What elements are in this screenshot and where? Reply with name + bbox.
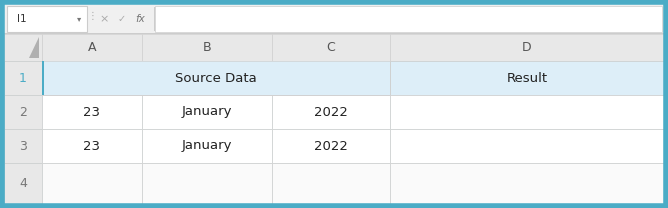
Bar	[272, 95, 390, 129]
Bar	[42, 34, 142, 61]
Text: 3: 3	[19, 140, 27, 152]
Bar	[272, 163, 390, 204]
Bar	[4, 4, 664, 34]
Bar	[42, 61, 142, 95]
Text: Result: Result	[506, 72, 548, 84]
Text: ⋮: ⋮	[87, 11, 97, 21]
Text: fx: fx	[135, 14, 145, 24]
Bar	[142, 34, 272, 61]
Bar	[42, 95, 142, 129]
Bar	[390, 163, 664, 204]
Text: ▾: ▾	[77, 15, 81, 24]
Bar	[4, 33, 664, 34]
Text: 4: 4	[19, 177, 27, 190]
Bar	[42, 129, 142, 163]
Text: 2: 2	[19, 105, 27, 119]
Text: 23: 23	[84, 140, 100, 152]
Text: D: D	[522, 41, 532, 54]
Bar	[7, 6, 87, 32]
Bar	[42, 61, 390, 95]
Bar	[390, 34, 664, 61]
Bar	[272, 61, 390, 95]
Bar	[390, 129, 664, 163]
Bar	[4, 61, 42, 95]
Bar	[142, 95, 272, 129]
Bar	[4, 129, 42, 163]
Text: A: A	[88, 41, 96, 54]
Bar	[154, 7, 155, 31]
Text: B: B	[202, 41, 211, 54]
Bar	[390, 61, 664, 95]
Bar	[42, 61, 390, 95]
Text: ✓: ✓	[118, 14, 126, 24]
Text: I1: I1	[17, 14, 27, 24]
Bar	[155, 6, 662, 32]
Bar	[272, 34, 390, 61]
Bar	[142, 61, 272, 95]
Text: January: January	[182, 140, 232, 152]
Bar	[142, 163, 272, 204]
Bar	[4, 163, 42, 204]
Text: January: January	[182, 105, 232, 119]
Text: 23: 23	[84, 105, 100, 119]
Bar	[390, 95, 664, 129]
Polygon shape	[29, 37, 39, 58]
Text: 2022: 2022	[314, 105, 348, 119]
Bar	[272, 129, 390, 163]
Bar	[4, 34, 664, 61]
Text: 1: 1	[19, 72, 27, 84]
Bar	[4, 34, 42, 61]
Text: Source Data: Source Data	[175, 72, 257, 84]
Bar	[142, 129, 272, 163]
Bar	[42, 61, 44, 95]
Bar	[42, 163, 142, 204]
Bar	[4, 95, 42, 129]
Text: C: C	[327, 41, 335, 54]
Text: ×: ×	[100, 14, 109, 24]
Text: 2022: 2022	[314, 140, 348, 152]
